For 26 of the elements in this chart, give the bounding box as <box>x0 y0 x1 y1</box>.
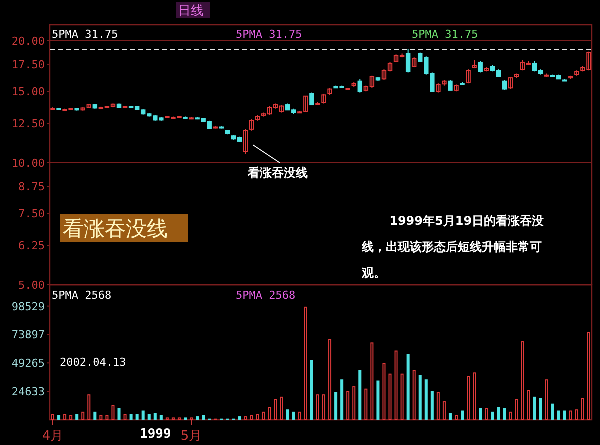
annotation: 1999年5月19日的看涨吞没线，出现该形态后短线升幅非常可观。 <box>362 213 546 282</box>
x-tick-label: 5月 <box>180 429 202 444</box>
y-tick-label: 24633 <box>12 386 45 399</box>
y-tick-label: 8.75 <box>18 180 45 194</box>
annotation: 2002.04.13 <box>60 356 126 369</box>
annotation: 5PMA 31.75 <box>236 28 302 41</box>
y-tick-label: 15.00 <box>12 86 45 99</box>
y-tick-label: 5.00 <box>18 279 45 292</box>
annotation: 5PMA 2568 <box>236 289 296 302</box>
y-tick-label: 6.25 <box>18 240 45 253</box>
annotation: 5PMA 31.75 <box>52 28 118 41</box>
x-tick-label: 4月 <box>42 429 64 444</box>
annotation: 5PMA 2568 <box>52 289 112 302</box>
y-tick-label: 10.00 <box>12 156 45 170</box>
y-tick-label: 98529 <box>12 300 45 314</box>
y-tick-label: 20.00 <box>12 34 45 48</box>
annotation: 看涨吞没线 <box>63 217 168 241</box>
y-tick-label: 73897 <box>12 328 45 342</box>
y-tick-label: 17.50 <box>12 58 45 72</box>
chart-title: 日线 <box>178 4 204 19</box>
y-tick-label: 7.50 <box>18 208 45 221</box>
annotation: 看涨吞没线 <box>247 166 308 180</box>
text: 1999 <box>140 427 172 442</box>
y-tick-label: 12.50 <box>12 118 45 131</box>
annotation: 5PMA 31.75 <box>412 28 478 41</box>
y-tick-label: 49265 <box>12 357 45 370</box>
